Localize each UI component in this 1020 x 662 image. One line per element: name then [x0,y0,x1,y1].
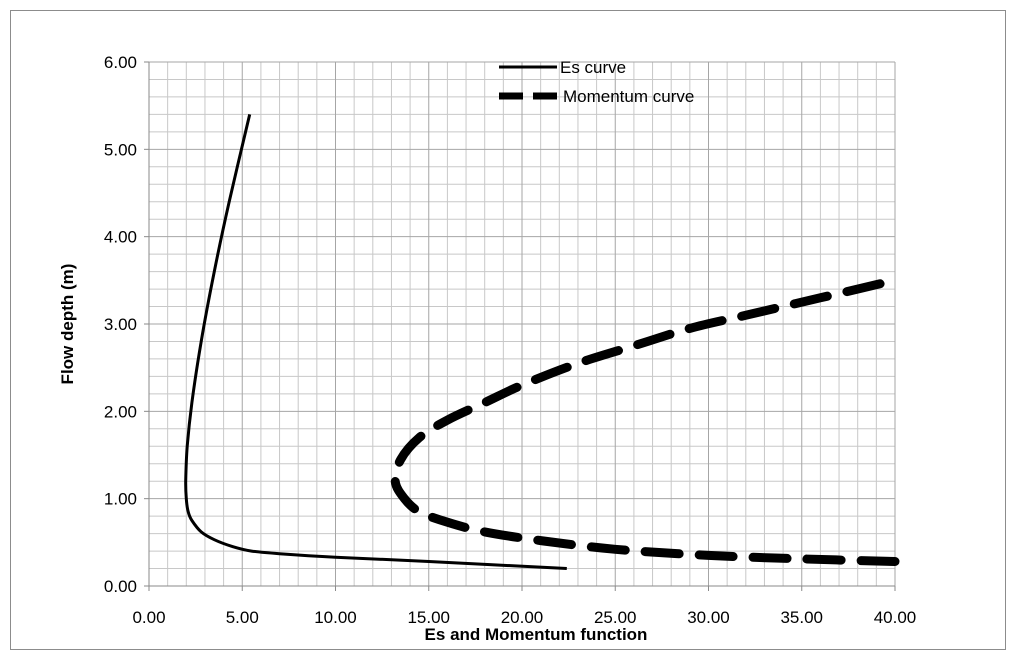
y-tick-label: 4.00 [104,228,137,247]
y-tick-labels: 0.00 1.00 2.00 3.00 4.00 5.00 6.00 [104,53,149,596]
y-tick-label: 6.00 [104,53,137,72]
x-tick-label: 20.00 [501,608,544,627]
x-tick-label: 15.00 [407,608,450,627]
x-tick-label: 40.00 [874,608,917,627]
grid-major [149,61,896,586]
x-tick-label: 10.00 [314,608,357,627]
y-tick-label: 2.00 [104,402,137,421]
chart: 0.00 5.00 10.00 15.00 20.00 25.00 30.00 35.00 40… [58,53,916,644]
series-layer [184,114,900,570]
x-tick-label: 0.00 [132,608,165,627]
y-tick-label: 5.00 [104,140,137,159]
es-curve-line [184,114,567,570]
legend: Es curve Momentum curve [499,58,694,106]
x-tick-labels: 0.00 5.00 10.00 15.00 20.00 25.00 30.00 35.00 40… [132,586,916,627]
y-tick-label: 3.00 [104,315,137,334]
x-tick-label: 5.00 [226,608,259,627]
chart-frame: 0.00 5.00 10.00 15.00 20.00 25.00 30.00 35.00 40… [10,10,1006,650]
y-axis-title: Flow depth (m) [58,264,77,385]
momentum-curve-line [390,275,900,566]
x-tick-label: 30.00 [687,608,730,627]
x-tick-label: 25.00 [594,608,637,627]
legend-es-label: Es curve [560,58,626,77]
legend-momentum-label: Momentum curve [563,87,694,106]
x-tick-label: 35.00 [780,608,823,627]
y-tick-label: 0.00 [104,577,137,596]
y-tick-label: 1.00 [104,490,137,509]
x-axis-title: Es and Momentum function [425,625,648,644]
